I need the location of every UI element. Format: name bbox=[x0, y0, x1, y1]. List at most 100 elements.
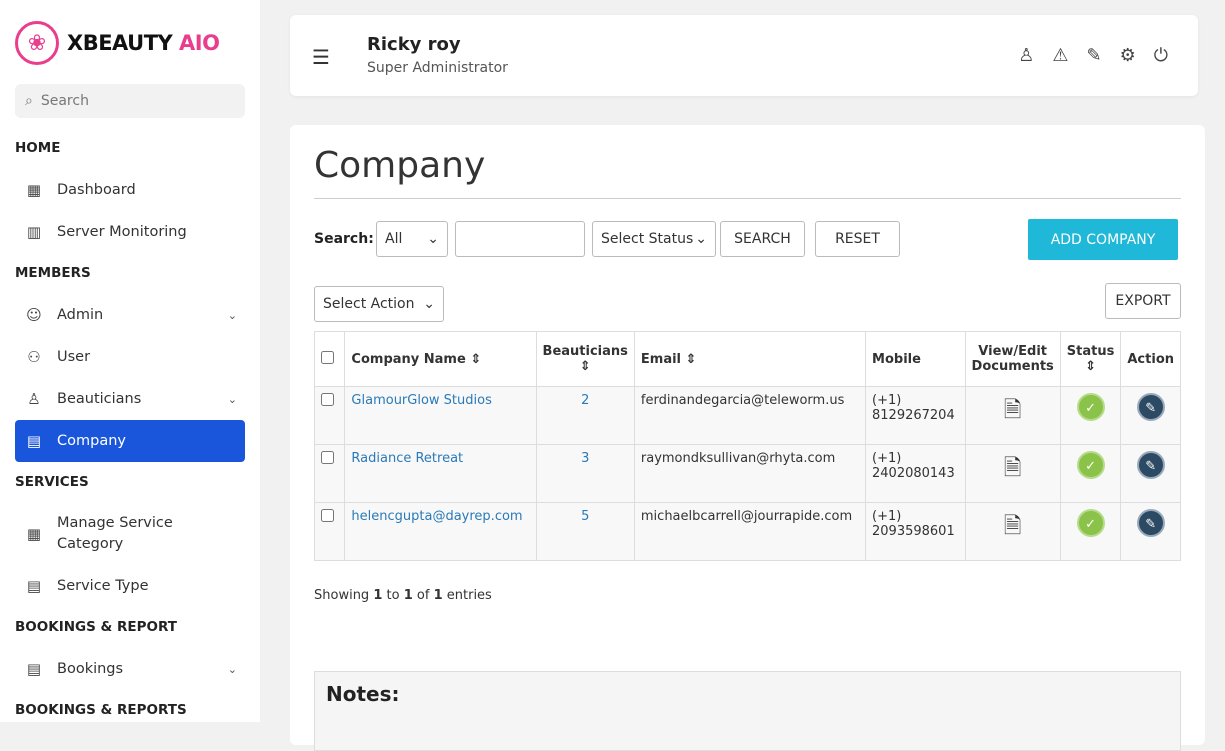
grid-icon: ▦ bbox=[26, 525, 42, 543]
edit-icon[interactable]: ✎ bbox=[1136, 393, 1165, 421]
status-check-icon[interactable]: ✓ bbox=[1076, 509, 1105, 537]
status-select[interactable]: Select Status ⌄ bbox=[592, 221, 716, 257]
select-all-checkbox[interactable] bbox=[321, 350, 334, 364]
beauticians-link[interactable]: 3 bbox=[581, 451, 590, 466]
search-placeholder: Search bbox=[40, 93, 89, 109]
row-checkbox[interactable] bbox=[321, 451, 334, 464]
user-icon: ♙ bbox=[27, 390, 41, 408]
status-cell: ✓ bbox=[1059, 502, 1122, 561]
dashboard-icon: ▦ bbox=[26, 181, 42, 199]
col-label: Status bbox=[1066, 344, 1115, 359]
add-company-button[interactable]: ADD COMPANY bbox=[1028, 219, 1178, 260]
gear-icon[interactable]: ⚙ bbox=[1119, 45, 1136, 66]
status-check-icon[interactable]: ✓ bbox=[1076, 393, 1105, 421]
document-icon: ▤ bbox=[26, 660, 42, 678]
beauticians-link[interactable]: 5 bbox=[581, 509, 590, 524]
edit-icon[interactable]: ✎ bbox=[1136, 509, 1165, 537]
mobile-cell: (+1) 2093598601 bbox=[865, 502, 966, 561]
filter-select[interactable]: All ⌄ bbox=[376, 221, 448, 257]
row-checkbox[interactable] bbox=[321, 393, 334, 406]
col-email[interactable]: Email ⇕ bbox=[633, 331, 867, 387]
notes-panel: Notes: bbox=[314, 671, 1181, 751]
brand-suffix: AIO bbox=[179, 31, 220, 55]
page-title: Company bbox=[314, 145, 486, 186]
select-all-header bbox=[313, 331, 346, 387]
menu-icon[interactable]: ☰ bbox=[312, 45, 330, 69]
sidebar-item-dashboard[interactable]: ▦ Dashboard bbox=[15, 169, 245, 211]
main-card: Company Search: All ⌄ Select Status ⌄ SEAR… bbox=[290, 125, 1205, 751]
mobile-code: (+1) bbox=[872, 509, 902, 524]
sort-icon: ⇕ bbox=[470, 351, 482, 367]
sidebar-item-admin[interactable]: ☺ Admin ⌄ bbox=[15, 294, 245, 336]
email-cell: michaelbcarrell@jourrapide.com bbox=[633, 502, 867, 561]
edit-note-icon[interactable]: ✎ bbox=[1086, 45, 1102, 66]
search-button[interactable]: SEARCH bbox=[720, 221, 805, 257]
section-home: HOME bbox=[15, 140, 61, 156]
row-select bbox=[313, 386, 346, 445]
col-beauticians[interactable]: Beauticians ⇕ bbox=[535, 331, 635, 387]
item-label: Bookings bbox=[57, 661, 124, 677]
beauticians-cell: 5 bbox=[535, 502, 635, 561]
profile-icon[interactable]: ♙ bbox=[1018, 45, 1035, 66]
showing-total: 1 bbox=[433, 588, 443, 603]
power-icon[interactable]: ⏻ bbox=[1153, 45, 1168, 66]
sort-icon: ⇕ bbox=[579, 359, 591, 374]
sidebar-item-manage-service-category[interactable]: ▦ Manage Service Category bbox=[15, 512, 245, 556]
document-edit-icon[interactable]: 🗎 bbox=[1003, 514, 1022, 539]
mobile-number: 2093598601 bbox=[872, 524, 955, 539]
sidebar-item-company[interactable]: ▤ Company bbox=[15, 420, 245, 462]
user-role: Super Administrator bbox=[367, 60, 508, 76]
col-company-name[interactable]: Company Name ⇕ bbox=[344, 331, 537, 387]
divider bbox=[314, 198, 1181, 199]
chevron-down-icon: ⌄ bbox=[427, 231, 439, 247]
showing-prefix: Showing bbox=[314, 588, 370, 603]
col-label: Email bbox=[640, 351, 682, 367]
col-mobile: Mobile bbox=[865, 331, 966, 387]
status-check-icon[interactable]: ✓ bbox=[1076, 451, 1105, 479]
document-edit-icon[interactable]: 🗎 bbox=[1003, 456, 1022, 481]
sidebar-search-input[interactable]: ⌕ Search bbox=[15, 84, 245, 118]
company-link[interactable]: helencgupta@dayrep.com bbox=[351, 509, 523, 524]
edit-icon[interactable]: ✎ bbox=[1136, 451, 1165, 479]
sidebar-item-user[interactable]: ⚇ User bbox=[15, 336, 245, 378]
row-checkbox[interactable] bbox=[321, 509, 334, 522]
export-button[interactable]: EXPORT bbox=[1105, 283, 1181, 319]
reset-button[interactable]: RESET bbox=[815, 221, 900, 257]
section-services: SERVICES bbox=[15, 474, 89, 490]
item-label: Beauticians bbox=[57, 391, 142, 407]
sort-icon: ⇕ bbox=[685, 351, 697, 367]
sidebar-item-server-monitoring[interactable]: ▥ Server Monitoring bbox=[15, 211, 245, 253]
email-cell: raymondksullivan@rhyta.com bbox=[633, 444, 867, 503]
chevron-down-icon: ⌄ bbox=[423, 296, 435, 312]
mobile-number: 2402080143 bbox=[872, 466, 955, 481]
search-label: Search: bbox=[314, 231, 374, 247]
action-select[interactable]: Select Action ⌄ bbox=[314, 286, 444, 322]
sidebar-item-beauticians[interactable]: ♙ Beauticians ⌄ bbox=[15, 378, 245, 420]
chevron-down-icon: ⌄ bbox=[227, 308, 237, 322]
showing-to: 1 bbox=[403, 588, 413, 603]
chevron-down-icon: ⌄ bbox=[227, 392, 237, 406]
warning-icon[interactable]: ⚠ bbox=[1052, 45, 1069, 66]
sidebar-item-service-type[interactable]: ▤ Service Type bbox=[15, 565, 245, 607]
col-documents: View/Edit Documents bbox=[964, 331, 1061, 387]
item-label: Server Monitoring bbox=[57, 224, 187, 240]
showing-from: 1 bbox=[373, 588, 383, 603]
col-label: Company Name bbox=[351, 351, 466, 367]
section-bookings: BOOKINGS & REPORT bbox=[15, 619, 177, 635]
status-cell: ✓ bbox=[1059, 386, 1122, 445]
col-status[interactable]: Status ⇕ bbox=[1059, 331, 1122, 387]
table-row: GlamourGlow Studios 2 ferdinandegarcia@t… bbox=[313, 386, 1181, 445]
company-link[interactable]: GlamourGlow Studios bbox=[351, 393, 492, 408]
document-edit-icon[interactable]: 🗎 bbox=[1003, 398, 1022, 423]
item-label: Manage Service Category bbox=[57, 515, 173, 552]
mobile-code: (+1) bbox=[872, 451, 902, 466]
sidebar-item-bookings[interactable]: ▤ Bookings ⌄ bbox=[15, 648, 245, 690]
company-link[interactable]: Radiance Retreat bbox=[351, 451, 464, 466]
building-icon: ▤ bbox=[26, 432, 42, 450]
search-input[interactable] bbox=[455, 221, 585, 257]
logo[interactable]: ❀ XBEAUTY AIO bbox=[15, 21, 220, 65]
showing-of-word: of bbox=[416, 588, 430, 603]
beauticians-link[interactable]: 2 bbox=[581, 393, 590, 408]
item-label: Admin bbox=[57, 307, 104, 323]
action-cell: ✎ bbox=[1120, 502, 1181, 561]
